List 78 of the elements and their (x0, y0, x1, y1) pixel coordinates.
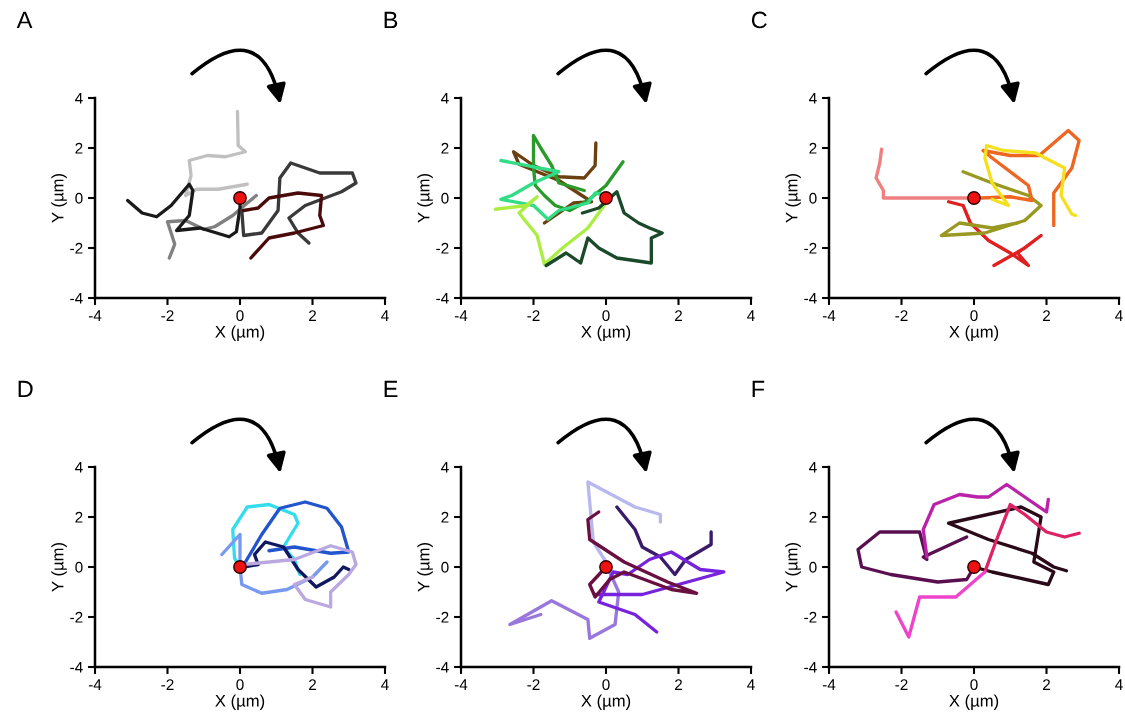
chart-title: D (18, 380, 33, 398)
x-tick-label: -2 (527, 310, 540, 321)
y-tick-label: 4 (809, 462, 817, 473)
y-tick-label: 2 (809, 511, 817, 523)
x-tick-label: -2 (161, 679, 174, 690)
x-tick-label: 4 (1115, 310, 1123, 321)
y-tick-label: 0 (75, 192, 83, 204)
x-tick-label: 4 (381, 679, 389, 690)
y-tick-label: 2 (441, 142, 449, 154)
y-tick-label: 2 (809, 142, 817, 154)
x-axis-title: X (µm) (949, 694, 999, 710)
y-axis-title: Y (µm) (51, 174, 67, 223)
x-tick-label: 2 (309, 679, 316, 690)
chart-title: E (384, 380, 398, 398)
x-tick-label: 0 (970, 679, 978, 691)
y-tick-label: 2 (75, 511, 83, 523)
x-tick-label: 0 (970, 310, 978, 322)
y-tick-label: -4 (70, 293, 83, 304)
x-tick-label: 0 (602, 310, 610, 322)
y-tick-label: 0 (809, 192, 817, 204)
y-tick-label: -4 (804, 662, 817, 673)
x-tick-label: 2 (675, 679, 682, 690)
x-tick-label: -2 (161, 310, 174, 321)
x-tick-label: 2 (1043, 310, 1050, 321)
x-tick-label: -4 (822, 310, 836, 321)
chart-title: B (384, 11, 398, 29)
x-axis-title: X (µm) (581, 325, 631, 341)
x-tick-label: -2 (527, 679, 540, 690)
x-axis-title: X (µm) (949, 325, 999, 341)
y-tick-label: 4 (441, 93, 449, 104)
x-tick-label: 4 (1115, 679, 1123, 690)
y-tick-label: -2 (70, 242, 83, 254)
y-tick-label: -4 (436, 293, 449, 304)
y-tick-label: 0 (809, 561, 817, 573)
x-tick-label: 0 (602, 679, 610, 691)
y-tick-label: 0 (75, 561, 83, 573)
y-axis-title: Y (µm) (417, 174, 433, 223)
y-tick-label: 4 (809, 93, 817, 104)
y-axis-title: Y (µm) (785, 174, 801, 223)
x-tick-label: 2 (675, 310, 682, 321)
y-tick-label: 0 (441, 192, 449, 204)
y-tick-label: -2 (70, 611, 83, 623)
x-tick-label: 2 (309, 310, 316, 321)
x-axis-title: X (µm) (581, 694, 631, 710)
chart-title: F (752, 380, 765, 398)
y-axis-title: Y (µm) (785, 543, 801, 592)
x-tick-label: -2 (895, 310, 908, 321)
y-tick-label: 4 (75, 93, 83, 104)
y-tick-label: -2 (804, 242, 817, 254)
chart-title: C (751, 11, 767, 29)
x-tick-label: 0 (236, 679, 244, 691)
y-tick-label: -2 (804, 611, 817, 623)
y-tick-label: 0 (441, 561, 449, 573)
x-axis-title: X (µm) (215, 694, 265, 710)
y-tick-label: -4 (70, 662, 83, 673)
x-tick-label: 4 (747, 310, 755, 321)
y-axis-title: Y (µm) (417, 543, 433, 592)
y-tick-label: 4 (75, 462, 83, 473)
y-tick-label: 2 (441, 511, 449, 523)
x-axis-title: X (µm) (215, 325, 265, 341)
chart-title: A (16, 11, 33, 29)
x-tick-label: -4 (88, 679, 102, 690)
x-tick-label: 0 (236, 310, 244, 322)
y-tick-label: -4 (804, 293, 817, 304)
y-tick-label: -4 (436, 662, 449, 673)
y-tick-label: 2 (75, 142, 83, 154)
x-tick-label: -4 (88, 310, 102, 321)
y-axis-title: Y (µm) (51, 543, 67, 592)
x-tick-label: -4 (454, 310, 468, 321)
x-tick-label: 4 (747, 679, 755, 690)
x-tick-label: -4 (822, 679, 836, 690)
x-tick-label: 2 (1043, 679, 1050, 690)
y-tick-label: -2 (436, 242, 449, 254)
y-tick-label: 4 (441, 462, 449, 473)
x-tick-label: -2 (895, 679, 908, 690)
x-tick-label: 4 (381, 310, 389, 321)
y-tick-label: -2 (436, 611, 449, 623)
x-tick-label: -4 (454, 679, 468, 690)
